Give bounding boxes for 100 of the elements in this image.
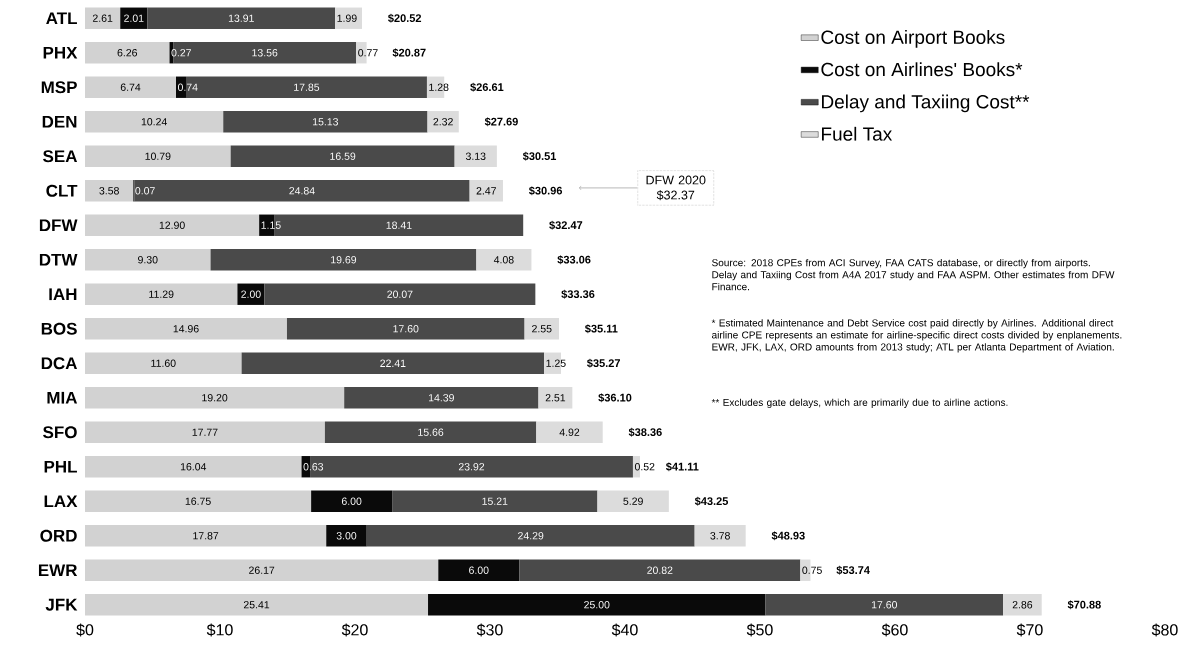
bar xyxy=(476,249,532,271)
total-label: $32.47 xyxy=(549,220,583,230)
data-label: 17.60 xyxy=(393,325,419,333)
annotation: Source: 2018 CPEs from ACI Survey, FAA CATS database, or directly from airports. Delay and Taxiing Cost from A4A 2017 study and FAA ASPM. Other estimates from DFW Finance. xyxy=(712,258,1115,291)
data-label: 19.69 xyxy=(331,256,357,264)
data-label: 2.55 xyxy=(532,325,552,333)
bar xyxy=(392,490,598,512)
data-label: 11.29 xyxy=(149,290,174,298)
y-tick-label: CLT xyxy=(46,184,78,197)
data-label: 6.00 xyxy=(341,497,362,505)
data-label: 2.32 xyxy=(433,118,453,126)
data-label: 24.29 xyxy=(518,532,544,540)
x-tick-label: $0 xyxy=(76,623,94,637)
bar xyxy=(311,490,393,512)
bar xyxy=(335,7,363,29)
data-label: 24.84 xyxy=(289,187,315,195)
data-label: 17.60 xyxy=(871,601,898,609)
data-label: 2.61 xyxy=(92,14,113,22)
bar xyxy=(85,283,238,305)
data-label: 0.63 xyxy=(303,463,324,471)
data-label: 6.74 xyxy=(120,83,141,91)
data-label: 15.13 xyxy=(313,118,339,126)
data-label: 16.04 xyxy=(180,463,207,471)
x-tick-label: $60 xyxy=(881,623,908,637)
data-label: 6.26 xyxy=(117,49,138,57)
total-label: $38.36 xyxy=(628,427,662,437)
data-label: 2.86 xyxy=(1012,601,1033,609)
total-label: $70.88 xyxy=(1067,600,1101,610)
data-label: 25.41 xyxy=(243,601,270,609)
bar xyxy=(694,525,746,547)
data-label: 3.13 xyxy=(465,152,486,160)
total-label: $30.51 xyxy=(522,151,557,161)
total-label: $26.61 xyxy=(470,82,504,92)
bar xyxy=(85,559,439,581)
data-label: 17.77 xyxy=(192,428,218,436)
data-label: 4.08 xyxy=(493,256,514,264)
data-label: 1.15 xyxy=(261,221,281,229)
data-label: 19.20 xyxy=(202,394,228,402)
y-tick-label: ORD xyxy=(40,529,77,542)
data-label: 0.74 xyxy=(177,83,198,91)
bar xyxy=(597,490,669,512)
bar xyxy=(85,111,224,133)
y-tick-label: PHL xyxy=(44,460,77,473)
data-label: 26.17 xyxy=(249,566,275,574)
data-label: 13.91 xyxy=(228,14,254,22)
bar xyxy=(469,180,503,202)
data-label: 0.07 xyxy=(135,187,155,195)
bar xyxy=(324,421,537,443)
data-label: 25.00 xyxy=(584,601,610,609)
bar xyxy=(524,318,559,340)
total-label: $43.25 xyxy=(694,496,729,506)
legend-label: Cost on Airport Books xyxy=(821,30,1005,48)
data-label: 11.60 xyxy=(151,359,176,367)
total-label: $30.96 xyxy=(528,186,563,196)
y-tick-label: LAX xyxy=(44,495,78,508)
x-tick-label: $20 xyxy=(341,623,368,637)
data-label: 18.41 xyxy=(386,221,412,229)
data-label: 12.90 xyxy=(159,221,185,229)
y-tick-label: DFW xyxy=(39,219,78,232)
bar xyxy=(173,42,357,64)
bar xyxy=(85,318,287,340)
bar xyxy=(120,7,148,29)
y-tick-label: DCA xyxy=(41,357,78,370)
bar xyxy=(85,421,325,443)
total-label: $35.27 xyxy=(586,358,620,368)
legend-label: Fuel Tax xyxy=(822,126,893,141)
bar xyxy=(85,594,429,616)
bar xyxy=(519,559,801,581)
data-label: 9.30 xyxy=(138,256,158,264)
annotation: * Estimated Maintenance and Debt Service cost paid directly by Airlines. Additional direct airline CPE represents an estimate for airline-specific direct costs divided by enplanements. EWR, JFK, LAX, ORD amounts from 2013 study; ATL per Atlanta Department of Aviation. xyxy=(711,319,1122,353)
bar xyxy=(536,421,603,443)
data-label: 3.00 xyxy=(336,532,357,540)
data-label: 2.00 xyxy=(241,290,261,298)
data-label: 23.92 xyxy=(458,463,485,471)
data-label: 6.00 xyxy=(469,566,489,574)
bar xyxy=(366,525,695,547)
bar xyxy=(428,594,766,616)
x-tick-label: $70 xyxy=(1016,623,1043,637)
data-label: 16.75 xyxy=(185,497,211,505)
data-label: 1.25 xyxy=(546,359,566,367)
total-label: $36.10 xyxy=(598,393,632,403)
y-tick-label: ATL xyxy=(46,12,77,25)
data-label: 22.41 xyxy=(380,359,406,367)
data-label: 16.59 xyxy=(330,152,356,160)
total-label: $33.06 xyxy=(557,255,591,265)
total-label: $33.36 xyxy=(561,289,595,299)
data-label: 15.21 xyxy=(482,497,508,505)
total-label: $41.11 xyxy=(665,462,699,472)
bar xyxy=(427,111,459,133)
y-tick-label: SEA xyxy=(43,150,78,163)
data-label: 0.75 xyxy=(802,566,822,574)
legend-label: Cost on Airlines' Books* xyxy=(821,62,1023,77)
data-label: 17.85 xyxy=(294,83,320,91)
y-tick-label: DTW xyxy=(39,253,78,266)
total-label: $20.52 xyxy=(388,13,422,23)
bar xyxy=(85,525,327,547)
total-label: $27.69 xyxy=(484,117,518,127)
data-label: 2.01 xyxy=(124,14,144,22)
bar xyxy=(326,525,367,547)
bar xyxy=(85,249,211,271)
